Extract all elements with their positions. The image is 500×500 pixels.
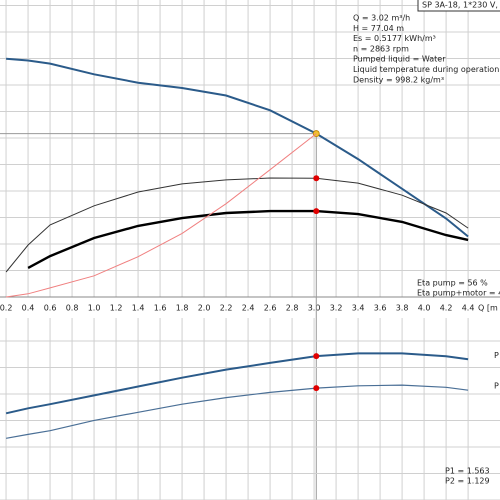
info-line: Es = 0.5177 kWh/m³ xyxy=(353,34,436,43)
x-tick-label: 0.4 xyxy=(22,304,35,313)
x-tick-label: 4.0 xyxy=(418,304,431,313)
x-tick-label: 3.0 xyxy=(308,304,321,313)
x-tick-label: 3.8 xyxy=(396,304,409,313)
info-line: Liquid temperature during operation = 20 xyxy=(353,65,500,74)
x-tick-label: 1.4 xyxy=(132,304,145,313)
series-line xyxy=(27,209,469,269)
chart-title: SP 3A-18, 1*230 V, 5 xyxy=(422,1,500,10)
series-line xyxy=(6,57,469,238)
info-line: H = 77.04 m xyxy=(353,24,404,33)
x-tick-label: 2.0 xyxy=(198,304,211,313)
x-tick-label: 1.8 xyxy=(176,304,189,313)
info-line: Density = 998.2 kg/m³ xyxy=(353,75,444,84)
x-tick-label: 0.2 xyxy=(0,304,12,313)
series-line xyxy=(5,177,469,273)
x-tick-label: 2.2 xyxy=(220,304,233,313)
x-tick-label: 3.4 xyxy=(352,304,365,313)
info-line: Q = 3.02 m³/h xyxy=(353,14,410,23)
x-tick-label: 1.6 xyxy=(154,304,167,313)
series-line xyxy=(5,352,469,415)
power-line: P2 = 1.129 xyxy=(445,477,490,486)
x-tick-label: 2.4 xyxy=(242,304,255,313)
info-line: n = 2863 rpm xyxy=(353,44,409,53)
info-line: Pumped liquid = Water xyxy=(353,55,446,64)
duty-point xyxy=(313,385,320,392)
x-tick-label: 4.2 xyxy=(440,304,453,313)
duty-point xyxy=(313,353,320,360)
eta-line: Eta pump = 56 % xyxy=(417,279,488,288)
x-tick-label: 0.6 xyxy=(44,304,57,313)
eta-line: Eta pump+motor = 40.5 xyxy=(417,289,500,298)
x-tick-label: 2.8 xyxy=(286,304,299,313)
series-line xyxy=(6,133,317,298)
series-label: P xyxy=(494,382,499,391)
duty-point xyxy=(313,175,320,182)
power-line: P1 = 1.563 xyxy=(445,467,490,476)
duty-point xyxy=(313,208,320,215)
x-tick-label: 1.2 xyxy=(110,304,123,313)
x-tick-label: 3.2 xyxy=(330,304,343,313)
title-box xyxy=(417,0,500,12)
series-line xyxy=(5,384,469,439)
x-tick-label: 4.4 xyxy=(462,304,475,313)
x-tick-label: 1.0 xyxy=(88,304,101,313)
x-axis-label: Q [m xyxy=(478,304,498,313)
x-tick-label: 2.6 xyxy=(264,304,277,313)
series-label: P xyxy=(494,351,499,360)
x-tick-label: 3.6 xyxy=(374,304,387,313)
x-tick-label: 0.8 xyxy=(66,304,79,313)
